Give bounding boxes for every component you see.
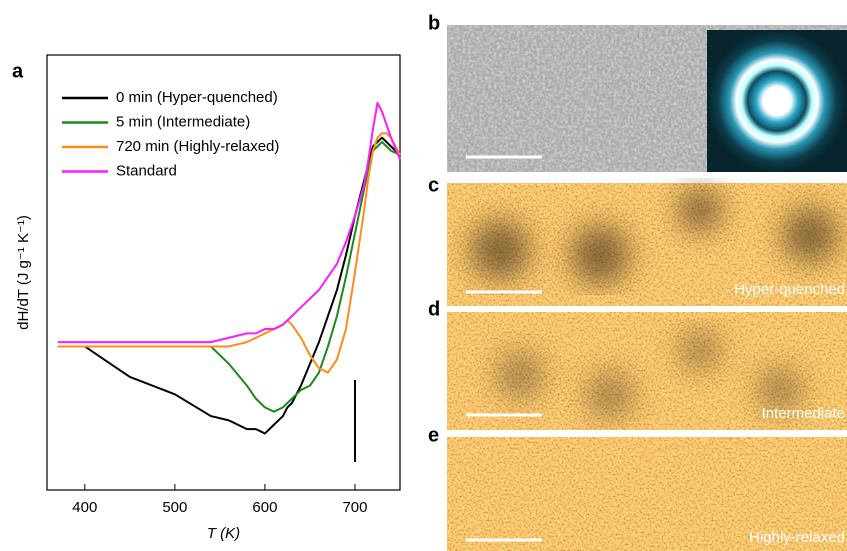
legend-label: 5 min (Intermediate): [116, 113, 250, 130]
line-series: [57, 132, 401, 374]
images: Hyper-quenched Intermediate Highly-relax…: [447, 25, 847, 551]
x-axis-label: T (K): [207, 525, 240, 542]
plot: 400 500 600 700 T (K) dH/dT (J g⁻¹ K⁻¹) 0 min …: [15, 54, 401, 542]
panel-label: e: [428, 424, 439, 446]
line-series: [57, 101, 401, 344]
y-axis-label: dH/dT (J g⁻¹ K⁻¹): [15, 215, 32, 330]
panel-label: b: [428, 12, 440, 34]
legend-label: 720 min (Highly-relaxed): [116, 138, 279, 155]
panel-label: d: [428, 298, 440, 320]
plot-frame: [46, 54, 401, 491]
map-c: [447, 183, 847, 306]
panel-label: c: [428, 174, 439, 196]
panel-label: a: [12, 60, 24, 82]
map-d: [447, 312, 847, 430]
image-caption: Hyper-quenched: [734, 281, 845, 298]
image-caption: Highly-relaxed: [749, 529, 845, 546]
legend-label: 0 min (Hyper-quenched): [116, 89, 278, 106]
x-tick-label: 500: [162, 499, 187, 516]
x-tick-label: 700: [342, 499, 367, 516]
x-tick-label: 600: [252, 499, 277, 516]
map-e: [447, 437, 847, 551]
line-series: [57, 136, 401, 435]
legend-label: Standard: [116, 162, 177, 179]
line-series: [57, 141, 401, 413]
image-caption: Intermediate: [762, 405, 845, 422]
x-tick-label: 400: [72, 499, 97, 516]
diffraction-inset: [707, 30, 847, 172]
